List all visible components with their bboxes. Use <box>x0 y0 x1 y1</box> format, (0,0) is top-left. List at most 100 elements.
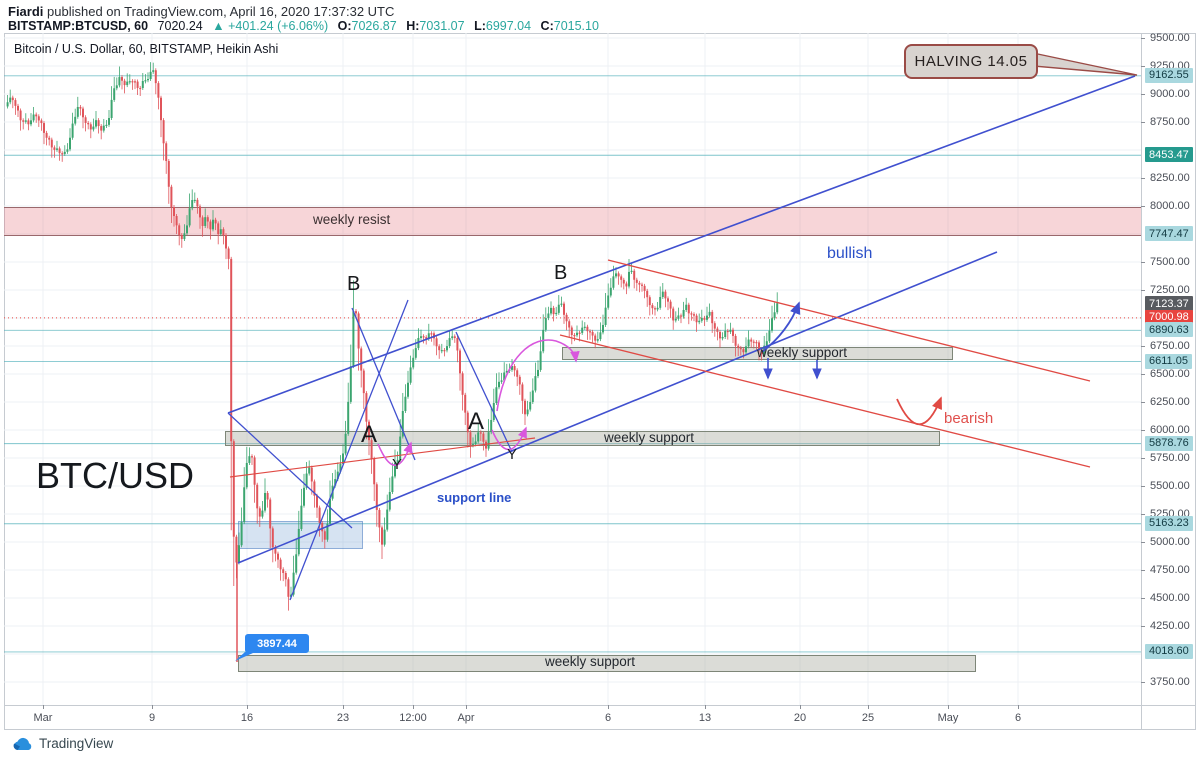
weekly-support-label-3[interactable]: weekly support <box>545 654 636 669</box>
price-tick <box>1141 486 1145 488</box>
price-tick <box>1141 514 1145 516</box>
cloud-icon <box>13 737 32 750</box>
time-axis-label: 23 <box>336 712 350 724</box>
time-axis-label: 13 <box>698 712 712 724</box>
time-tick <box>868 705 869 709</box>
price-axis-label: 9500.00 <box>1150 31 1190 44</box>
red-trend-line[interactable] <box>229 437 536 478</box>
time-tick <box>705 705 706 709</box>
halving-callout-tail <box>1032 52 1138 76</box>
b1-decline-line[interactable] <box>351 307 416 461</box>
weekly-resist-label[interactable]: weekly resist <box>313 212 391 227</box>
price-tick <box>1141 178 1145 180</box>
time-tick <box>466 705 467 709</box>
price-tick <box>1141 262 1145 264</box>
wave-label-a2[interactable]: A <box>468 408 485 435</box>
time-tick <box>1018 705 1019 709</box>
price-axis-label: 4750.00 <box>1150 563 1190 576</box>
low-label: L: <box>474 19 486 33</box>
y2-arc[interactable] <box>491 426 527 451</box>
price-tick <box>1141 290 1145 292</box>
wedge-line[interactable] <box>227 412 353 529</box>
price-axis-label: 9000.00 <box>1150 87 1190 100</box>
bear-channel-bottom[interactable] <box>559 334 1091 468</box>
time-tick <box>343 705 344 709</box>
weekly-support-label-1[interactable]: weekly support <box>757 345 848 360</box>
wave-label-y2[interactable]: Y <box>507 446 518 463</box>
high-label: H: <box>406 19 420 33</box>
bearish-label[interactable]: bearish <box>944 410 994 427</box>
price-change: ▲ +401.24 (+6.06%) <box>212 19 329 33</box>
bullish-arrow-curve[interactable] <box>761 301 801 353</box>
price-label-6890-63: 6890.63 <box>1145 322 1193 338</box>
time-tick <box>43 705 44 709</box>
price-label-7000-98: 7000.98 <box>1145 309 1193 325</box>
close-value: 7015.10 <box>553 19 599 33</box>
tradingview-logo[interactable]: TradingView <box>12 736 113 751</box>
price-tick <box>1141 430 1145 432</box>
price-axis-label: 8750.00 <box>1150 115 1190 128</box>
time-axis-label: May <box>937 712 959 724</box>
support-line-label[interactable]: support line <box>437 490 512 505</box>
price-label-5878-76: 5878.76 <box>1145 435 1193 451</box>
price-tick <box>1141 598 1145 600</box>
bear-channel-top[interactable] <box>607 259 1091 382</box>
price-axis-label: 3750.00 <box>1150 675 1190 688</box>
price-tick <box>1141 66 1145 68</box>
price-label-6611-05: 6611.05 <box>1145 353 1192 369</box>
wave-label-a1[interactable]: A <box>361 421 378 448</box>
time-axis-label: 25 <box>861 712 875 724</box>
time-axis-label: 12:00 <box>399 712 427 724</box>
channel-top-line[interactable] <box>227 75 1136 414</box>
price-axis-label: 7500.00 <box>1150 255 1190 268</box>
author-name: Fiardi <box>8 4 44 19</box>
price-axis-label: 5750.00 <box>1150 451 1190 464</box>
time-tick <box>413 705 414 709</box>
price-tick <box>1141 38 1145 40</box>
price-axis-divider <box>1141 33 1142 730</box>
y1-arc[interactable] <box>377 441 413 466</box>
chart-border <box>4 33 1196 730</box>
high-value: 7031.07 <box>419 19 465 33</box>
weekly-support-box-3[interactable] <box>238 655 976 672</box>
time-tick <box>608 705 609 709</box>
wave-label-y1[interactable]: Y <box>392 456 403 473</box>
b2-decline-line[interactable] <box>455 331 513 453</box>
time-axis-divider <box>4 705 1196 706</box>
bearish-u-curve[interactable] <box>896 396 942 426</box>
support-line[interactable] <box>237 251 998 564</box>
open-value: 7026.87 <box>351 19 397 33</box>
time-axis-label: 6 <box>604 712 612 724</box>
wave-label-b2[interactable]: B <box>554 262 568 284</box>
price-axis-label: 8250.00 <box>1150 171 1190 184</box>
weekly-support-box-1[interactable] <box>562 347 953 360</box>
impulse-line[interactable] <box>289 299 409 601</box>
bullish-label[interactable]: bullish <box>827 245 873 262</box>
last-price: 7020.24 <box>157 19 203 33</box>
price-tick <box>1141 94 1145 96</box>
price-label-9162-55: 9162.55 <box>1145 67 1193 83</box>
watermark[interactable]: BTC/USD <box>36 455 195 496</box>
price-tick <box>1141 682 1145 684</box>
halving-callout[interactable]: HALVING 14.05 <box>904 44 1038 79</box>
price-axis-label: 5500.00 <box>1150 479 1190 492</box>
time-axis-label: Apr <box>457 712 475 724</box>
weekly-support-label-2[interactable]: weekly support <box>604 430 695 445</box>
price-tick <box>1141 542 1145 544</box>
time-axis-label: Mar <box>33 712 53 724</box>
symbol-name[interactable]: BITSTAMP:BTCUSD, 60 <box>8 19 149 33</box>
price-tick <box>1141 402 1145 404</box>
wave-label-b1[interactable]: B <box>347 273 361 295</box>
price-label-4018-60: 4018.60 <box>1145 643 1193 659</box>
price-axis-label: 5000.00 <box>1150 535 1190 548</box>
price-axis-label: 6750.00 <box>1150 339 1190 352</box>
hump-arch[interactable] <box>496 339 580 412</box>
price-axis-label: 8000.00 <box>1150 199 1190 212</box>
weekly-resist-band[interactable] <box>4 207 1141 236</box>
price-label-5163-23: 5163.23 <box>1145 515 1193 531</box>
brand-name: TradingView <box>39 736 114 751</box>
time-tick <box>800 705 801 709</box>
price-axis-label: 7250.00 <box>1150 283 1190 296</box>
